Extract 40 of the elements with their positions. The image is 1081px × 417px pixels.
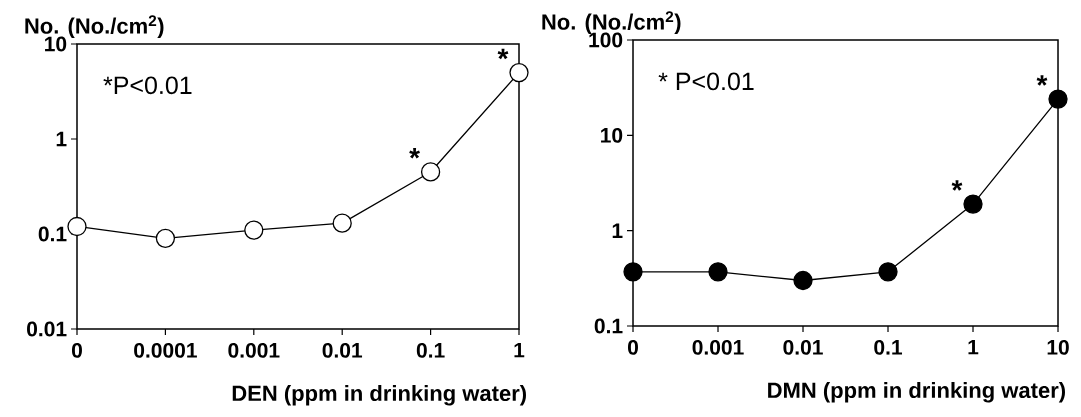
point — [155, 228, 176, 248]
x-tick-label: 0.1 — [416, 342, 445, 358]
y-axis-title: No. (No./cm$^{2}$) — [542, 11, 681, 35]
x-axis-title: DMN (ppm in drinking water) — [768, 381, 1065, 403]
y-tick-label: 1 — [56, 131, 67, 147]
point — [244, 220, 264, 240]
x-tick-label: 0.001 — [692, 339, 744, 355]
x-tick-label: 0.0001 — [134, 342, 197, 358]
point — [67, 216, 87, 237]
point — [332, 213, 352, 233]
x-tick-label: 0.01 — [322, 342, 363, 358]
x-tick-label: 1 — [968, 339, 979, 355]
x-tick-label: 0 — [628, 339, 638, 355]
point — [878, 262, 898, 282]
annotation: * P<0.01 — [658, 72, 754, 91]
y-tick-label: 0.01 — [27, 321, 67, 337]
x-tick-label: 0.1 — [874, 339, 903, 355]
annotation: *P<0.01 — [103, 76, 192, 95]
point — [509, 62, 529, 83]
point — [623, 262, 643, 282]
point — [793, 270, 813, 291]
annotation: * — [1036, 75, 1048, 86]
annotation: * — [497, 48, 509, 60]
x-tick-label: 0.001 — [228, 342, 280, 358]
y-tick-label: 10 — [601, 127, 623, 143]
y-tick-label: 0.1 — [38, 226, 67, 242]
annotation: * — [409, 148, 420, 159]
x-axis-title: DEN (ppm in drinking water) — [232, 384, 526, 406]
x-tick-label: 0.01 — [783, 339, 823, 355]
annotation: * — [951, 180, 963, 191]
x-tick-label: 10 — [1047, 339, 1069, 355]
x-tick-label: 1 — [514, 342, 525, 358]
point — [420, 162, 441, 182]
y-tick-label: 100 — [589, 32, 623, 48]
x-tick-label: 0 — [71, 342, 82, 358]
point — [708, 262, 728, 282]
point — [963, 194, 983, 214]
y-tick-label: 1 — [612, 223, 623, 238]
point — [1048, 89, 1068, 109]
y-tick-label: 0.1 — [594, 318, 623, 334]
